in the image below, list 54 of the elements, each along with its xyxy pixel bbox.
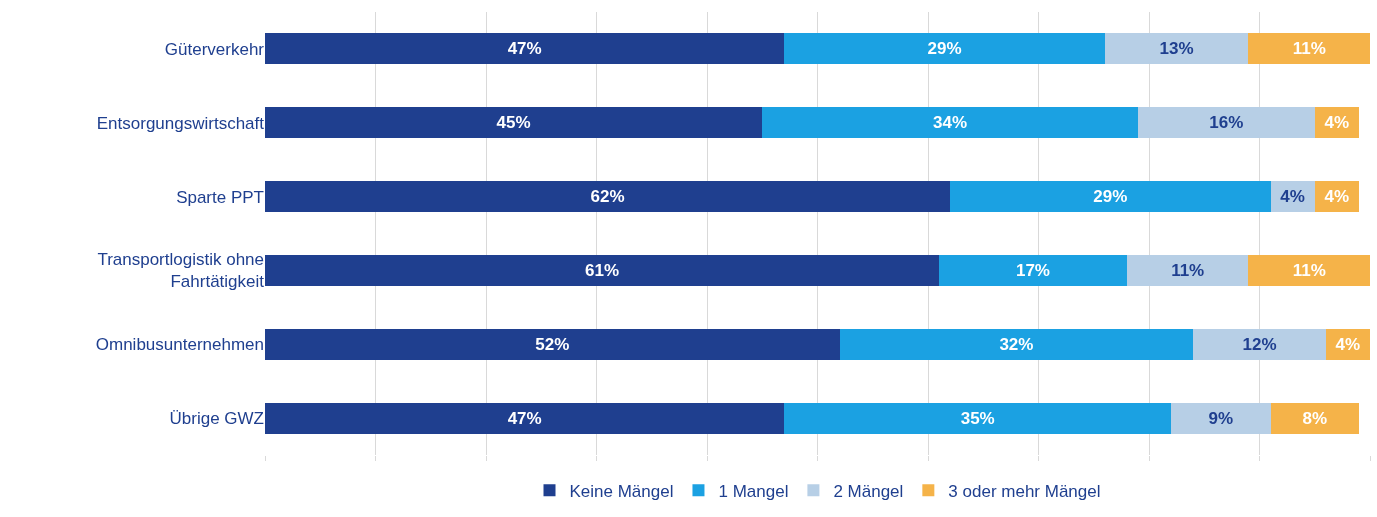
data-label: 29% [1093,187,1128,207]
bar [1171,402,1271,434]
bar [1137,107,1315,139]
bar [784,402,1172,434]
data-label: 62% [590,187,625,207]
y-tick-label: Transportlogistik ohne Fahrtätigkeit [97,250,265,292]
bar [839,328,1194,360]
bar [762,107,1138,139]
data-label: 13% [1159,39,1194,59]
data-label: 52% [535,334,570,354]
data-label: 47% [507,408,542,428]
y-tick-label: Güterverkehr [164,39,265,59]
bar [265,254,940,286]
data-label: 16% [1209,113,1244,133]
data-label: 11% [1171,260,1205,280]
data-label: 9% [1208,408,1234,428]
bar [939,254,1127,286]
data-label: 4% [1324,113,1350,133]
data-label: 17% [1015,260,1050,280]
data-label: 45% [496,113,531,133]
data-label: 34% [933,113,968,133]
data-label: 61% [585,260,620,280]
bar [265,402,785,434]
legend-label: 3 oder mehr Mängel [948,481,1101,501]
legend-label: 1 Mangel [718,481,789,501]
bar [265,328,840,360]
data-label: 29% [927,39,962,59]
data-label: 47% [507,39,542,59]
y-tick-label: Omnibusunternehmen [95,335,264,355]
y-tick-label: Entsorgungswirtschaft [96,113,265,133]
bar [1248,33,1370,65]
bar [265,181,951,213]
data-label: 11% [1292,39,1326,59]
data-label: 8% [1302,408,1328,428]
y-tick-label: Übrige GWZ [169,409,264,429]
data-label: 35% [960,408,995,428]
data-label: 4% [1335,334,1361,354]
bar [1193,328,1326,360]
bar [1248,254,1370,286]
bar [1104,33,1249,65]
legend-label: 2 Mängel [833,481,904,501]
data-label: 32% [999,334,1034,354]
bar [265,107,763,139]
bar [265,33,785,65]
data-label: 12% [1242,334,1277,354]
data-label: 4% [1280,187,1305,207]
bar [950,181,1271,213]
data-label: 4% [1324,187,1350,207]
bar [1270,402,1359,434]
data-label: 11% [1292,260,1326,280]
legend-label: Keine Mängel [569,481,674,501]
y-tick-label: Sparte PPT [176,187,264,207]
bar [1126,254,1249,286]
bar [784,33,1105,65]
